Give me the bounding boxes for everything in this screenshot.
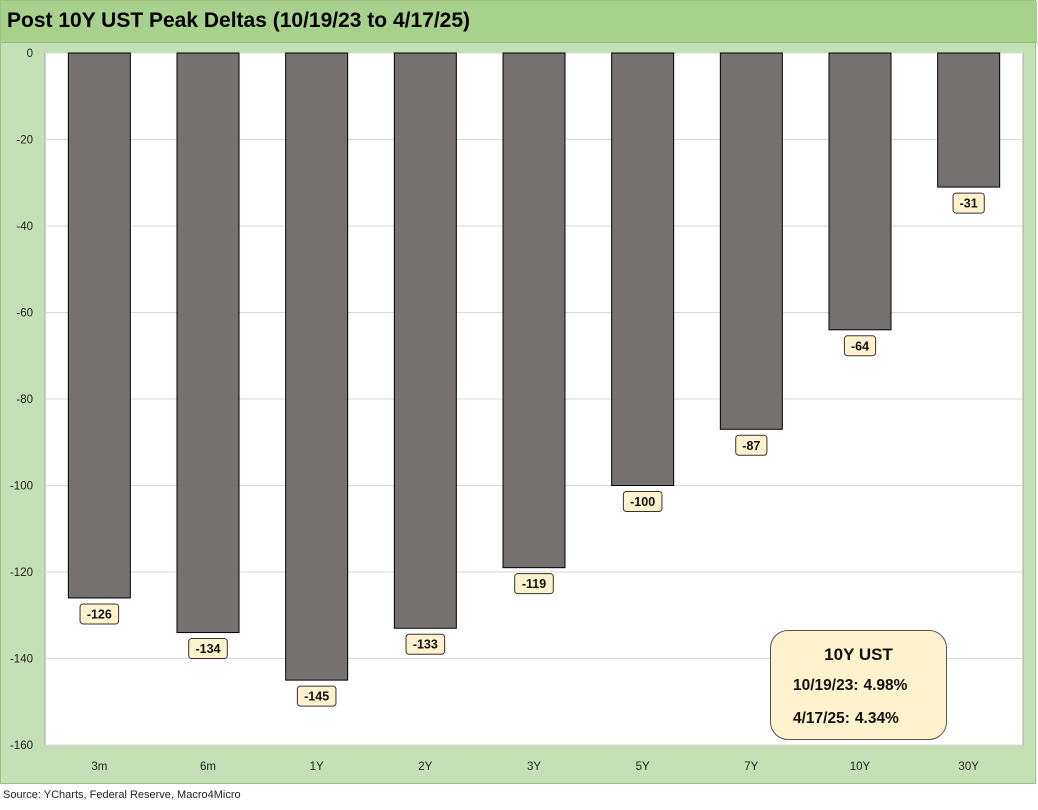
info-box-date: 4/17/25: [793, 710, 850, 727]
data-label-box [79, 603, 120, 625]
info-box-row: 10/19/23: 4.98% [793, 677, 907, 695]
y-tick-label: 0 [27, 48, 33, 60]
x-tick-label: 10Y [850, 761, 871, 773]
data-label: -64 [851, 339, 869, 353]
bar [611, 52, 675, 486]
info-box-heading: 10Y UST [824, 645, 893, 664]
data-label: -119 [522, 577, 546, 591]
info-box-date: 10/19/23: [793, 677, 859, 694]
data-label: -145 [304, 690, 329, 704]
x-tick-label: 7Y [744, 761, 758, 773]
info-box: 10Y UST 10/19/23: 4.98% 4/17/25: 4.34% [770, 630, 947, 740]
x-tick-label: 3m [91, 761, 107, 773]
bar-chart: 0 -20 -40 -60 -80 -100 -120 -140 -160 -126 3m -134 6… [10, 48, 1024, 773]
info-box-row: 4/17/25: 4.34% [793, 710, 899, 728]
data-label-box [514, 573, 554, 595]
data-label: -133 [413, 638, 438, 652]
title-bar: Post 10Y UST Peak Deltas (10/19/23 to 4/… [1, 1, 1037, 43]
x-tick-label: 6m [200, 761, 216, 773]
chart-title: Post 10Y UST Peak Deltas (10/19/23 to 4/… [7, 9, 471, 32]
bar [937, 52, 1001, 188]
y-tick-label: -100 [10, 481, 33, 493]
bar [502, 52, 566, 569]
data-label: -126 [87, 607, 112, 621]
y-tick-label: -40 [16, 221, 33, 233]
data-label: -100 [630, 495, 655, 509]
data-label: -134 [195, 642, 220, 656]
x-tick-label: 2Y [418, 761, 432, 773]
data-label: -87 [742, 439, 760, 453]
data-label-box [188, 638, 228, 660]
data-label-box [952, 192, 985, 214]
data-label: -31 [960, 197, 978, 211]
bar [719, 52, 783, 430]
y-tick-label: -120 [10, 567, 33, 579]
y-tick-label: -140 [10, 654, 33, 666]
info-box-value: 4.98% [863, 677, 908, 694]
y-tick-label: -60 [16, 308, 33, 320]
info-box-value: 4.34% [854, 710, 899, 727]
source-note: Source: YCharts, Federal Reserve, Macro4… [3, 789, 241, 801]
data-label-box [735, 434, 768, 456]
data-label-box [843, 335, 877, 357]
y-tick-label: -80 [16, 394, 33, 406]
x-tick-label: 30Y [958, 761, 979, 773]
y-tick-label: -20 [16, 135, 33, 147]
y-tick-label: -160 [10, 740, 33, 752]
x-tick-label: 5Y [636, 761, 650, 773]
bar [67, 52, 131, 599]
data-label-box [622, 491, 663, 512]
bar [828, 52, 892, 331]
bar [176, 52, 240, 634]
x-tick-label: 1Y [310, 761, 324, 773]
bar [393, 52, 457, 629]
data-label-box [296, 685, 337, 707]
x-tick-label: 3Y [527, 761, 541, 773]
bar [285, 52, 349, 681]
data-label-box [405, 633, 446, 655]
